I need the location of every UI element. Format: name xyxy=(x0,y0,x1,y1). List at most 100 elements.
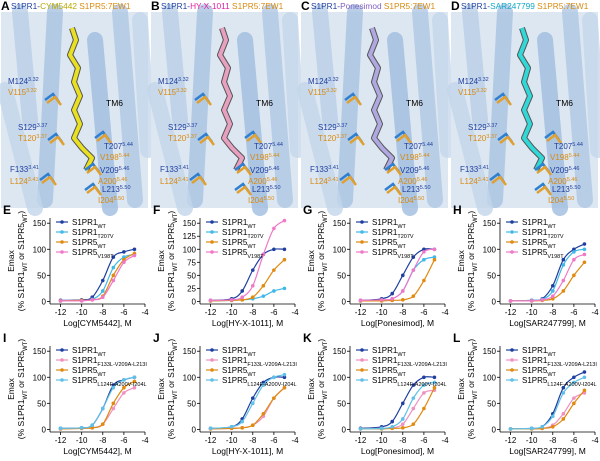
legend-marker xyxy=(60,368,64,372)
x-tick-label: -6 xyxy=(420,308,428,317)
legend-marker xyxy=(60,250,64,254)
residue-label: L2135.50 xyxy=(402,185,431,194)
legend-subscript: T207V xyxy=(247,234,264,240)
data-point xyxy=(550,289,555,293)
data-point xyxy=(122,385,126,390)
residue-stick xyxy=(246,133,262,144)
residue-label: V1985.44 xyxy=(400,153,429,162)
chart: H 0 50 100 150 -12 -10 -8 -6 -4 Log[SAR247799], M E… xyxy=(453,203,599,328)
residue-position: 5.46 xyxy=(117,177,128,183)
structure-panel: C S1PR1-Ponesimod S1PR5:7EW1TM6M1243.32V1… xyxy=(297,0,456,216)
residue-name: L124 xyxy=(160,177,178,186)
residue-label: T2075.44 xyxy=(404,142,433,151)
data-point xyxy=(561,257,566,262)
y-tick-label: 50 xyxy=(337,271,346,280)
y-tick-label: 0 xyxy=(492,425,497,434)
residue-name: I204 xyxy=(548,196,564,205)
y-axis-label: Emax xyxy=(306,377,316,399)
x-axis-label: Log[Ponesimod], M xyxy=(361,446,434,456)
structure-panel: A S1PR1-CYM5442 S1PR5:7EW1TM6M1243.32V115… xyxy=(0,0,156,216)
legend-label: S1PR5L124F-A200V-I204L xyxy=(222,376,297,388)
y-label-part: Emax xyxy=(156,377,166,399)
y-label-part: WT xyxy=(323,213,329,223)
residue-position: 3.32 xyxy=(478,77,489,83)
x-tick-label: -6 xyxy=(570,308,578,317)
helix xyxy=(112,4,143,208)
legend-marker xyxy=(360,220,364,224)
residue-label: L1243.41 xyxy=(460,177,489,186)
legend-name: S1PR1 xyxy=(222,356,248,365)
helix xyxy=(262,4,293,208)
residue-name: L213 xyxy=(402,185,420,194)
data-point xyxy=(529,299,534,303)
y-label-part: WT xyxy=(473,341,479,351)
legend-subscript: WT xyxy=(397,372,406,378)
residue-position: 3.37 xyxy=(336,134,347,140)
residue-stick xyxy=(46,95,62,106)
data-point xyxy=(250,396,255,400)
legend-label: S1PR5V198T xyxy=(222,248,264,260)
residue-position: 5.44 xyxy=(422,142,433,148)
y-axis-label: Emax xyxy=(456,377,466,399)
y-label-part: or S1PR5 xyxy=(316,223,326,262)
y-label-part: WT xyxy=(473,262,479,272)
legend-marker xyxy=(60,378,64,382)
data-point xyxy=(422,247,426,252)
legend-name: S1PR5 xyxy=(372,376,398,385)
legend-name: S1PR1 xyxy=(72,356,98,365)
data-point xyxy=(282,385,287,390)
residue-name: A200 xyxy=(248,177,267,186)
y-axis-label: Emax xyxy=(6,377,16,399)
x-tick-label: -10 xyxy=(226,308,238,317)
data-point xyxy=(432,255,437,259)
residue-position: 5.50 xyxy=(264,196,275,202)
helix xyxy=(462,4,488,128)
residue-label: F1333.41 xyxy=(160,165,189,174)
residue-label: S1293.37 xyxy=(318,123,347,132)
y-tick-label: 150 xyxy=(483,347,497,356)
y-label-part: or S1PR5 xyxy=(316,351,326,390)
residue-name: V115 xyxy=(458,88,477,97)
y-tick-label: 100 xyxy=(183,373,197,382)
data-point xyxy=(550,424,555,429)
y-axis-label: (% S1PR1WT or S1PR5WT) xyxy=(316,211,329,312)
helix xyxy=(387,32,418,216)
helix xyxy=(0,82,43,216)
helix xyxy=(132,12,156,158)
residue-stick xyxy=(199,135,215,146)
residue-name: I204 xyxy=(248,196,264,205)
residue-label: I2045.50 xyxy=(398,196,424,205)
data-point xyxy=(272,289,276,293)
legend-label: S1PR5WT xyxy=(72,238,107,250)
y-tick-label: 25 xyxy=(187,284,196,293)
x-tick-label: -12 xyxy=(205,436,217,445)
x-tick-label: -6 xyxy=(120,308,128,317)
residue-stick xyxy=(496,95,512,106)
y-tick-label: 50 xyxy=(37,271,46,280)
legend-label: S1PR5WT xyxy=(372,366,407,378)
panel-letter: K xyxy=(303,331,312,345)
residue-label: L2135.50 xyxy=(552,185,581,194)
residue-position: 3.41 xyxy=(178,177,189,183)
legend-subscript: WT xyxy=(247,372,256,378)
legend-subscript: L124F-A200V-I204L xyxy=(547,382,596,388)
legend-name: S1PR1 xyxy=(372,346,398,355)
residue-position: 5.44 xyxy=(269,153,280,159)
data-point xyxy=(529,426,534,431)
data-point xyxy=(572,396,576,400)
residue-label: I2045.50 xyxy=(98,196,124,205)
residue-label: F1333.41 xyxy=(10,165,39,174)
data-point xyxy=(111,406,116,411)
data-point xyxy=(379,298,384,302)
residue-position: 5.46 xyxy=(567,177,578,183)
residue-label: T2075.44 xyxy=(104,142,133,151)
legend-name: S1PR1 xyxy=(522,228,548,237)
residue-label: T1203.37 xyxy=(468,134,497,143)
data-point xyxy=(582,388,587,393)
legend-label: S1PR1F133L-V209A-L213I xyxy=(222,356,297,368)
residue-label: M1243.32 xyxy=(458,77,489,86)
legend-label: S1PR5L124F-A200V-I204L xyxy=(72,376,147,388)
legend-subscript: T207V xyxy=(397,234,414,240)
data-point xyxy=(400,417,405,421)
y-label-part: ) xyxy=(316,339,326,342)
